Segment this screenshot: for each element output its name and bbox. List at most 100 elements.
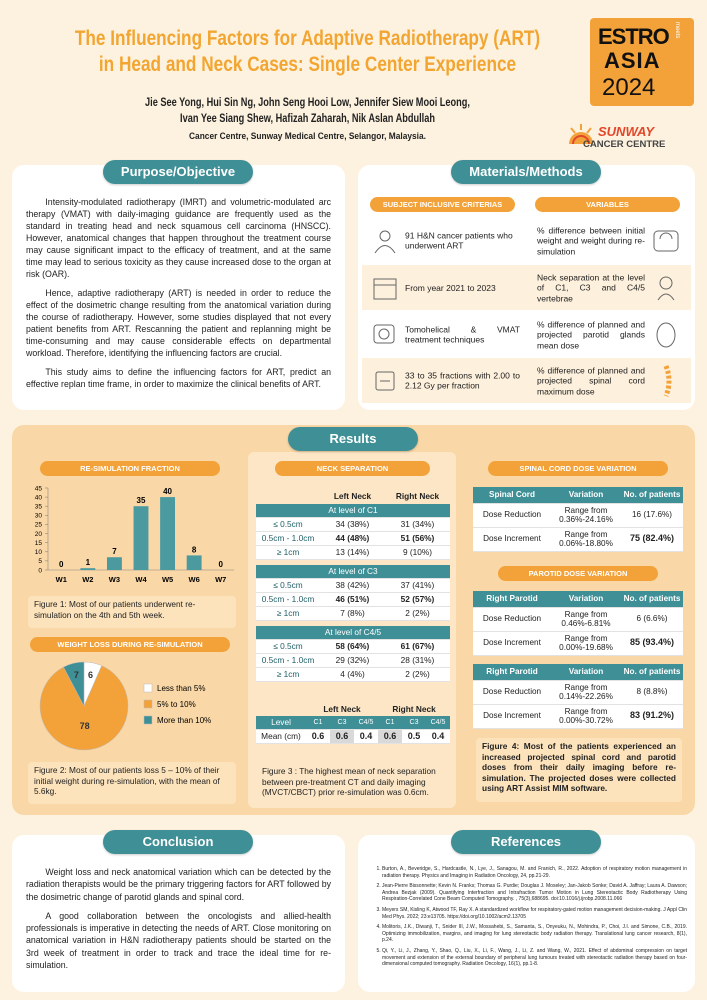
y-tick-label: 0 [38,567,42,574]
method-row: Tomohelical & VMAT treatment techniques … [362,312,691,357]
cell: 85 (93.4%) [621,631,683,656]
y-tick-label: 10 [35,549,43,556]
cell: 8 (8.8%) [621,680,683,705]
conclusion-box [12,835,345,992]
method-row: 91 H&N cancer patients who underwent ART… [362,218,691,263]
subheading: VARIABLES [535,197,680,212]
mean-table-wrap: Left Neck Right Neck Level C1 C3 C4/5 C1 C3 C4/5… [256,702,451,744]
logo-meets: meets [674,22,680,39]
row-label: ≥ 1cm [256,545,320,560]
icon [375,371,395,391]
dose-table: Right Parotid Variation No. of patients Dos… [473,664,683,729]
column-header: Right Neck [395,491,440,501]
criteria-text: 33 to 35 fractions with 2.00 to 2.12 Gy … [405,370,520,391]
bar [160,497,176,570]
criteria-text: 91 H&N cancer patients who underwent ART [405,230,513,251]
subheading: WEIGHT LOSS DURING RE-SIMULATION [30,637,230,652]
parotid-table-wrap: Right Parotid Variation No. of patients Dos… [473,664,683,729]
purpose-text: Intensity-modulated radiotherapy (IMRT) … [26,196,331,397]
value: 0.6 [330,729,354,744]
data-row: Dose Reduction Range from 0.14%-22.26% 8 (… [473,680,683,705]
variable-text: % difference between initial weight and … [537,224,645,256]
pie-slice [39,665,129,751]
cell: 2 (2%) [385,667,450,682]
paragraph: This study aims to define the influencin… [26,367,331,389]
y-tick-label: 35 [35,504,43,511]
paragraph: A good collaboration between the oncolog… [26,910,331,971]
x-tick-label: W4 [135,575,147,584]
level: C3 [402,716,427,730]
cell: Dose Increment [473,527,551,552]
subheading: SPINAL CORD DOSE VARIATION [488,461,668,476]
value-label: 8 [192,545,197,554]
column-header: Right Parotid [473,664,551,681]
cell: Range from 0.14%-22.26% [551,680,621,705]
y-tick-label: 5 [38,558,42,565]
y-tick-label: 30 [35,513,43,520]
value-row: Mean (cm) 0.6 0.6 0.4 0.6 0.5 0.4 [256,729,451,744]
row-label: ≤ 0.5cm [256,517,320,532]
cell: Range from 0.06%-18.80% [551,527,621,552]
sponsor-name: SUNWAY [598,124,655,139]
cell: Dose Increment [473,704,551,729]
figure-caption: Figure 3 : The highest mean of neck sepa… [262,766,436,797]
data-row: ≤ 0.5cm 34 (38%) 31 (34%) [256,517,450,532]
column-header: Spinal Cord [473,487,551,504]
sponsor-icon [569,124,593,145]
criteria-text: From year 2021 to 2023 [405,282,496,293]
cell: 38 (42%) [320,578,385,593]
level: C3 [330,716,354,730]
value-label: 35 [137,496,146,505]
figure-caption: Figure 4: Most of the patients experienc… [476,738,682,802]
value: 0.6 [306,729,330,744]
legend-label: Less than 5% [157,684,205,693]
cell: Range from 0.00%-19.68% [551,631,621,656]
side-row: Left Neck Right Neck [256,702,450,716]
header-row: Right Parotid Variation No. of patients [473,591,683,608]
group-title: At level of C1 [256,504,450,518]
level-row: Level C1 C3 C4/5 C1 C3 C4/5 [256,716,451,730]
cell: Dose Reduction [473,607,551,632]
legend-label: 5% to 10% [157,700,196,709]
cell: 16 (17.6%) [621,503,683,528]
dose-table: Right Parotid Variation No. of patients Dos… [473,591,683,656]
header-row: Right Parotid Variation No. of patients [473,664,683,681]
y-tick-label: 40 [35,494,43,501]
data-row: 0.5cm - 1.0cm 29 (32%) 28 (31%) [256,653,450,668]
cell: 29 (32%) [320,653,385,668]
paragraph: Intensity-modulated radiotherapy (IMRT) … [26,197,331,279]
data-row: Dose Reduction Range from 0.36%-24.16% 16 … [473,503,683,528]
logo-year: 2024 [602,74,656,101]
row-label: ≥ 1cm [256,667,320,682]
row-label: 0.5cm - 1.0cm [256,592,320,607]
section-heading: References [451,830,601,854]
group-row: At level of C3 [256,565,450,579]
neck-table-wrap: Left Neck Right Neck At level of C1 ≤ 0.5cm… [256,488,450,682]
value: 0.4 [354,729,379,744]
mean-table: Left Neck Right Neck Level C1 C3 C4/5 C1 C3 C4/5… [256,702,451,744]
cell: 58 (64%) [320,639,385,654]
subheading: PAROTID DOSE VARIATION [498,566,658,581]
slice-label: 7 [74,670,79,680]
authors: Jie See Yong, Hui Sin Ng, John Seng Hooi… [78,95,538,127]
column-header: No. of patients [621,591,683,608]
reference: Burton, A., Beveridge, S., Hardcastle, N… [382,866,687,879]
section-heading: Purpose/Objective [103,160,253,184]
title: The Influencing Factors for Adaptive Rad… [72,26,544,78]
icon [653,230,679,252]
data-row: ≤ 0.5cm 58 (64%) 61 (67%) [256,639,450,654]
data-row: ≤ 0.5cm 38 (42%) 37 (41%) [256,578,450,593]
figure-caption: Figure 2: Most of our patients loss 5 – … [28,762,236,804]
section-heading: Conclusion [103,830,253,854]
cell: 52 (57%) [385,592,450,607]
slice-label: 6 [88,670,93,680]
cell: 75 (82.4%) [621,527,683,552]
spinal-table-wrap: Spinal Cord Variation No. of patients Dose … [473,487,683,552]
y-tick-label: 45 [35,485,43,492]
cell: Dose Reduction [473,680,551,705]
sponsor-sub: CANCER CENTRE [583,139,666,150]
bar-chart: 0 5 10 15 20 25 30 35 40 45 0 W1 1 W2 7 W3 35 W4 40 W5 8 W6 0 W… [35,485,234,584]
cell: 83 (91.2%) [621,704,683,729]
data-row: ≥ 1cm 13 (14%) 9 (10%) [256,545,450,560]
level: C1 [306,716,330,730]
